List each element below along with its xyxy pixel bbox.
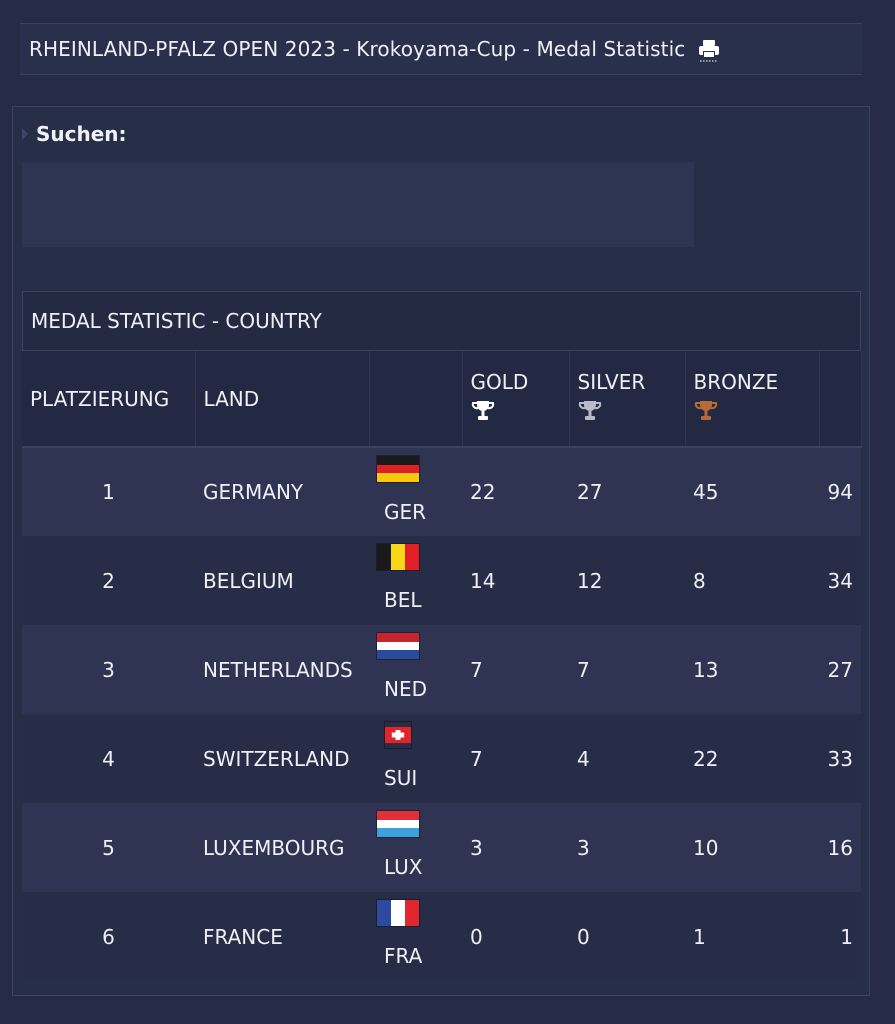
rank-cell: 5: [22, 803, 195, 892]
silver-count: 0: [569, 892, 685, 981]
gold-label: GOLD: [470, 370, 529, 394]
silver-count: 7: [569, 625, 685, 714]
gold-count: 3: [462, 803, 569, 892]
flag-cell: GER: [369, 447, 462, 536]
country-code: NED: [384, 677, 427, 701]
silver-label: SILVER: [577, 370, 646, 394]
germany-flag-icon: [377, 456, 419, 482]
silver-count: 4: [569, 714, 685, 803]
table-caption: MEDAL STATISTIC - COUNTRY: [22, 291, 861, 351]
bronze-count: 1: [685, 892, 819, 981]
table-row: 1 GERMANY GER 22 27 45 94: [22, 447, 861, 536]
gold-count: 7: [462, 625, 569, 714]
search-label: Suchen:: [36, 122, 127, 146]
table-row: 3 NETHERLANDS NED 7 7 13 27: [22, 625, 861, 714]
table-row: 5 LUXEMBOURG LUX 3 3 10 16: [22, 803, 861, 892]
column-header-silver[interactable]: SILVER: [569, 351, 686, 448]
country-cell: GERMANY: [195, 447, 369, 536]
silver-trophy-icon: [578, 400, 685, 427]
silver-count: 3: [569, 803, 685, 892]
gold-trophy-icon: [471, 400, 569, 427]
country-code: LUX: [384, 855, 423, 879]
bronze-count: 13: [685, 625, 819, 714]
column-header-bronze[interactable]: BRONZE: [685, 351, 820, 448]
belgium-flag-icon: [377, 544, 419, 570]
triangle-right-icon[interactable]: [22, 128, 28, 140]
table-header-row: PLATZIERUNG LAND GOLD: [22, 351, 862, 448]
total-count: 94: [819, 447, 861, 536]
bronze-count: 10: [685, 803, 819, 892]
country-code: GER: [384, 500, 427, 524]
switzerland-flag-icon: [385, 726, 411, 744]
flag-cell: SUI: [369, 714, 462, 803]
country-cell: SWITZERLAND: [195, 714, 369, 803]
total-count: 27: [819, 625, 861, 714]
country-cell: LUXEMBOURG: [195, 803, 369, 892]
rank-cell: 2: [22, 536, 195, 625]
luxembourg-flag-icon: [377, 811, 419, 837]
content-panel: Suchen: MEDAL STATISTIC - COUNTRY PLATZI…: [12, 106, 870, 996]
search-toggle[interactable]: Suchen:: [22, 122, 127, 146]
gold-count: 0: [462, 892, 569, 981]
rank-cell: 1: [22, 447, 195, 536]
bronze-trophy-icon: [694, 400, 819, 427]
country-cell: BELGIUM: [195, 536, 369, 625]
gold-count: 14: [462, 536, 569, 625]
table-row: 2 BELGIUM BEL 14 12 8 34: [22, 536, 861, 625]
rank-cell: 6: [22, 892, 195, 981]
column-header-country[interactable]: LAND: [195, 351, 370, 448]
print-icon[interactable]: [698, 38, 720, 62]
country-cell: FRANCE: [195, 892, 369, 981]
country-code: BEL: [384, 588, 422, 612]
rank-cell: 4: [22, 714, 195, 803]
search-area[interactable]: [22, 162, 694, 247]
gold-count: 7: [462, 714, 569, 803]
medal-table: PLATZIERUNG LAND GOLD: [22, 351, 862, 981]
silver-count: 27: [569, 447, 685, 536]
france-flag-icon: [377, 900, 419, 926]
gold-count: 22: [462, 447, 569, 536]
column-header-flag: [369, 351, 463, 448]
bronze-count: 8: [685, 536, 819, 625]
flag-cell: FRA: [369, 892, 462, 981]
country-code: FRA: [384, 944, 423, 968]
bronze-label: BRONZE: [693, 370, 779, 394]
flag-cell: NED: [369, 625, 462, 714]
page-title: RHEINLAND-PFALZ OPEN 2023 - Krokoyama-Cu…: [29, 37, 686, 61]
flag-cell: BEL: [369, 536, 462, 625]
total-count: 1: [819, 892, 861, 981]
silver-count: 12: [569, 536, 685, 625]
total-count: 34: [819, 536, 861, 625]
flag-cell: LUX: [369, 803, 462, 892]
rank-cell: 3: [22, 625, 195, 714]
bronze-count: 45: [685, 447, 819, 536]
bronze-count: 22: [685, 714, 819, 803]
netherlands-flag-icon: [377, 633, 419, 659]
country-code: SUI: [384, 766, 418, 790]
country-cell: NETHERLANDS: [195, 625, 369, 714]
column-header-total[interactable]: [819, 351, 862, 448]
total-count: 16: [819, 803, 861, 892]
page-header: RHEINLAND-PFALZ OPEN 2023 - Krokoyama-Cu…: [20, 23, 862, 75]
column-header-rank[interactable]: PLATZIERUNG: [22, 351, 196, 448]
table-row: 6 FRANCE FRA 0 0 1 1: [22, 892, 861, 981]
column-header-gold[interactable]: GOLD: [462, 351, 570, 448]
total-count: 33: [819, 714, 861, 803]
table-row: 4 SWITZERLAND SUI 7 4 22 33: [22, 714, 861, 803]
medal-table-container: MEDAL STATISTIC - COUNTRY PLATZIERUNG LA…: [22, 291, 862, 981]
